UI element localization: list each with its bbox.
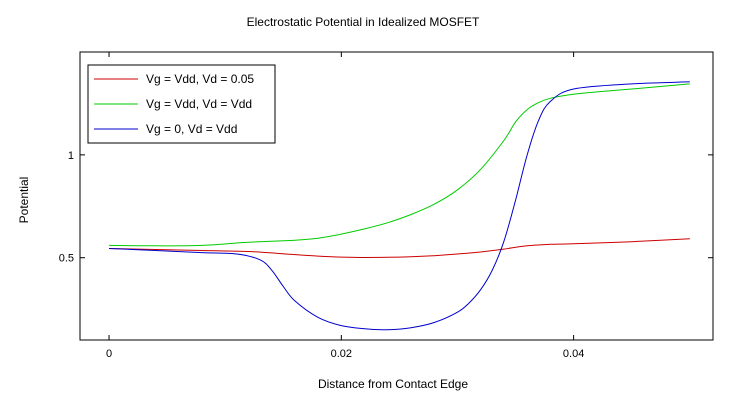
x-tick-label: 0	[106, 348, 112, 360]
legend-items: Vg = Vdd, Vd = 0.05 Vg = Vdd, Vd = Vdd Vg …	[94, 72, 254, 136]
x-tick-label: 0.02	[331, 348, 352, 360]
legend-label: Vg = Vdd, Vd = Vdd	[146, 97, 252, 111]
y-axis-label: Potential	[17, 177, 31, 224]
y-tick-label: 0.5	[59, 253, 74, 265]
x-tick-label: 0.04	[563, 348, 584, 360]
legend: Vg = Vdd, Vd = 0.05 Vg = Vdd, Vd = Vdd Vg …	[87, 64, 276, 144]
plot-frame	[79, 51, 714, 341]
legend-label: Vg = 0, Vd = Vdd	[146, 122, 237, 136]
x-axis-label: Distance from Contact Edge	[318, 377, 468, 391]
series-line-2	[108, 83, 690, 247]
legend-label: Vg = Vdd, Vd = 0.05	[146, 72, 254, 86]
series-line-1	[108, 238, 690, 259]
axis-ticks: 0 0.02 0.04 0.5 1	[59, 52, 713, 360]
chart-title: Electrostatic Potential in Idealized MOS…	[247, 15, 480, 29]
y-tick-label: 1	[68, 150, 74, 162]
series-line-3	[108, 81, 690, 331]
series-lines	[108, 81, 690, 331]
